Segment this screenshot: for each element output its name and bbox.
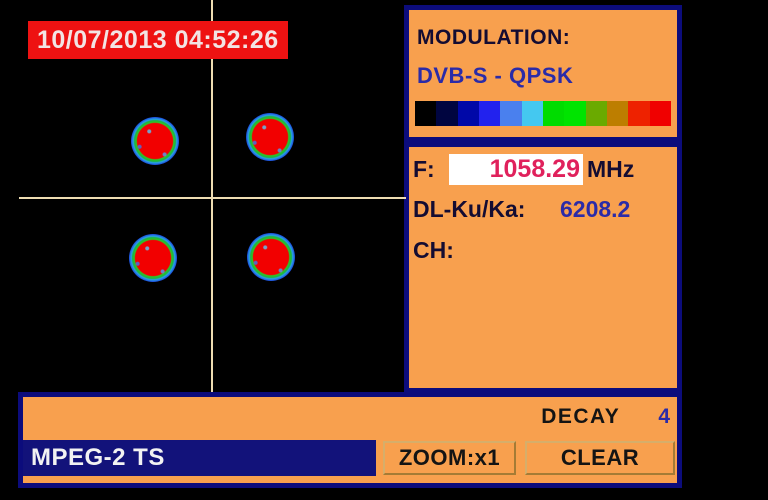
frequency-value: 1058.29 (489, 154, 580, 183)
stream-type-badge: MPEG-2 TS (23, 440, 376, 476)
clear-button[interactable]: CLEAR (525, 441, 675, 475)
modulation-label: MODULATION: (417, 26, 571, 49)
downlink-row: DL-Ku/Ka: 6208.2 (413, 196, 630, 223)
colorbar-segment (649, 101, 671, 126)
modulation-panel: MODULATION: DVB-S - QPSK (404, 5, 682, 142)
colorbar-segment (415, 101, 437, 126)
colorbar-segment (564, 101, 586, 126)
frequency-input[interactable]: 1058.29 (449, 153, 583, 185)
signal-density-colorbar (415, 101, 671, 126)
constellation-point (247, 233, 295, 281)
colorbar-segment (542, 101, 565, 126)
constellation-point (129, 234, 177, 282)
decay-indicator: DECAY 4 (541, 405, 670, 429)
frequency-unit: MHz (587, 155, 635, 182)
colorbar-segment (606, 101, 629, 126)
channel-label: CH: (413, 237, 454, 263)
colorbar-segment (478, 101, 501, 126)
modulation-value: DVB-S - QPSK (417, 63, 574, 88)
channel-row: CH: (413, 237, 454, 264)
colorbar-segment (628, 101, 650, 126)
timestamp-banner: 10/07/2013 04:52:26 (28, 21, 288, 59)
constellation-point (246, 113, 294, 161)
colorbar-segment (457, 101, 479, 126)
frequency-row: F: 1058.29 MHz (413, 153, 634, 185)
crosshair-horizontal-axis (19, 197, 406, 199)
downlink-label: DL-Ku/Ka: (413, 196, 526, 222)
constellation-point (131, 117, 179, 165)
colorbar-segment (585, 101, 607, 126)
colorbar-segment (436, 101, 458, 126)
zoom-button[interactable]: ZOOM:x1 (383, 441, 516, 475)
status-bar: DECAY 4 MPEG-2 TS ZOOM:x1 CLEAR (18, 392, 682, 488)
decay-label: DECAY (541, 405, 621, 428)
frequency-label: F: (413, 155, 435, 182)
decay-value: 4 (658, 405, 670, 428)
frequency-panel: F: 1058.29 MHz DL-Ku/Ka: 6208.2 CH: (404, 142, 682, 393)
colorbar-segment (521, 101, 543, 126)
downlink-value: 6208.2 (560, 196, 631, 222)
colorbar-segment (500, 101, 522, 126)
crosshair-vertical-axis (211, 0, 213, 392)
